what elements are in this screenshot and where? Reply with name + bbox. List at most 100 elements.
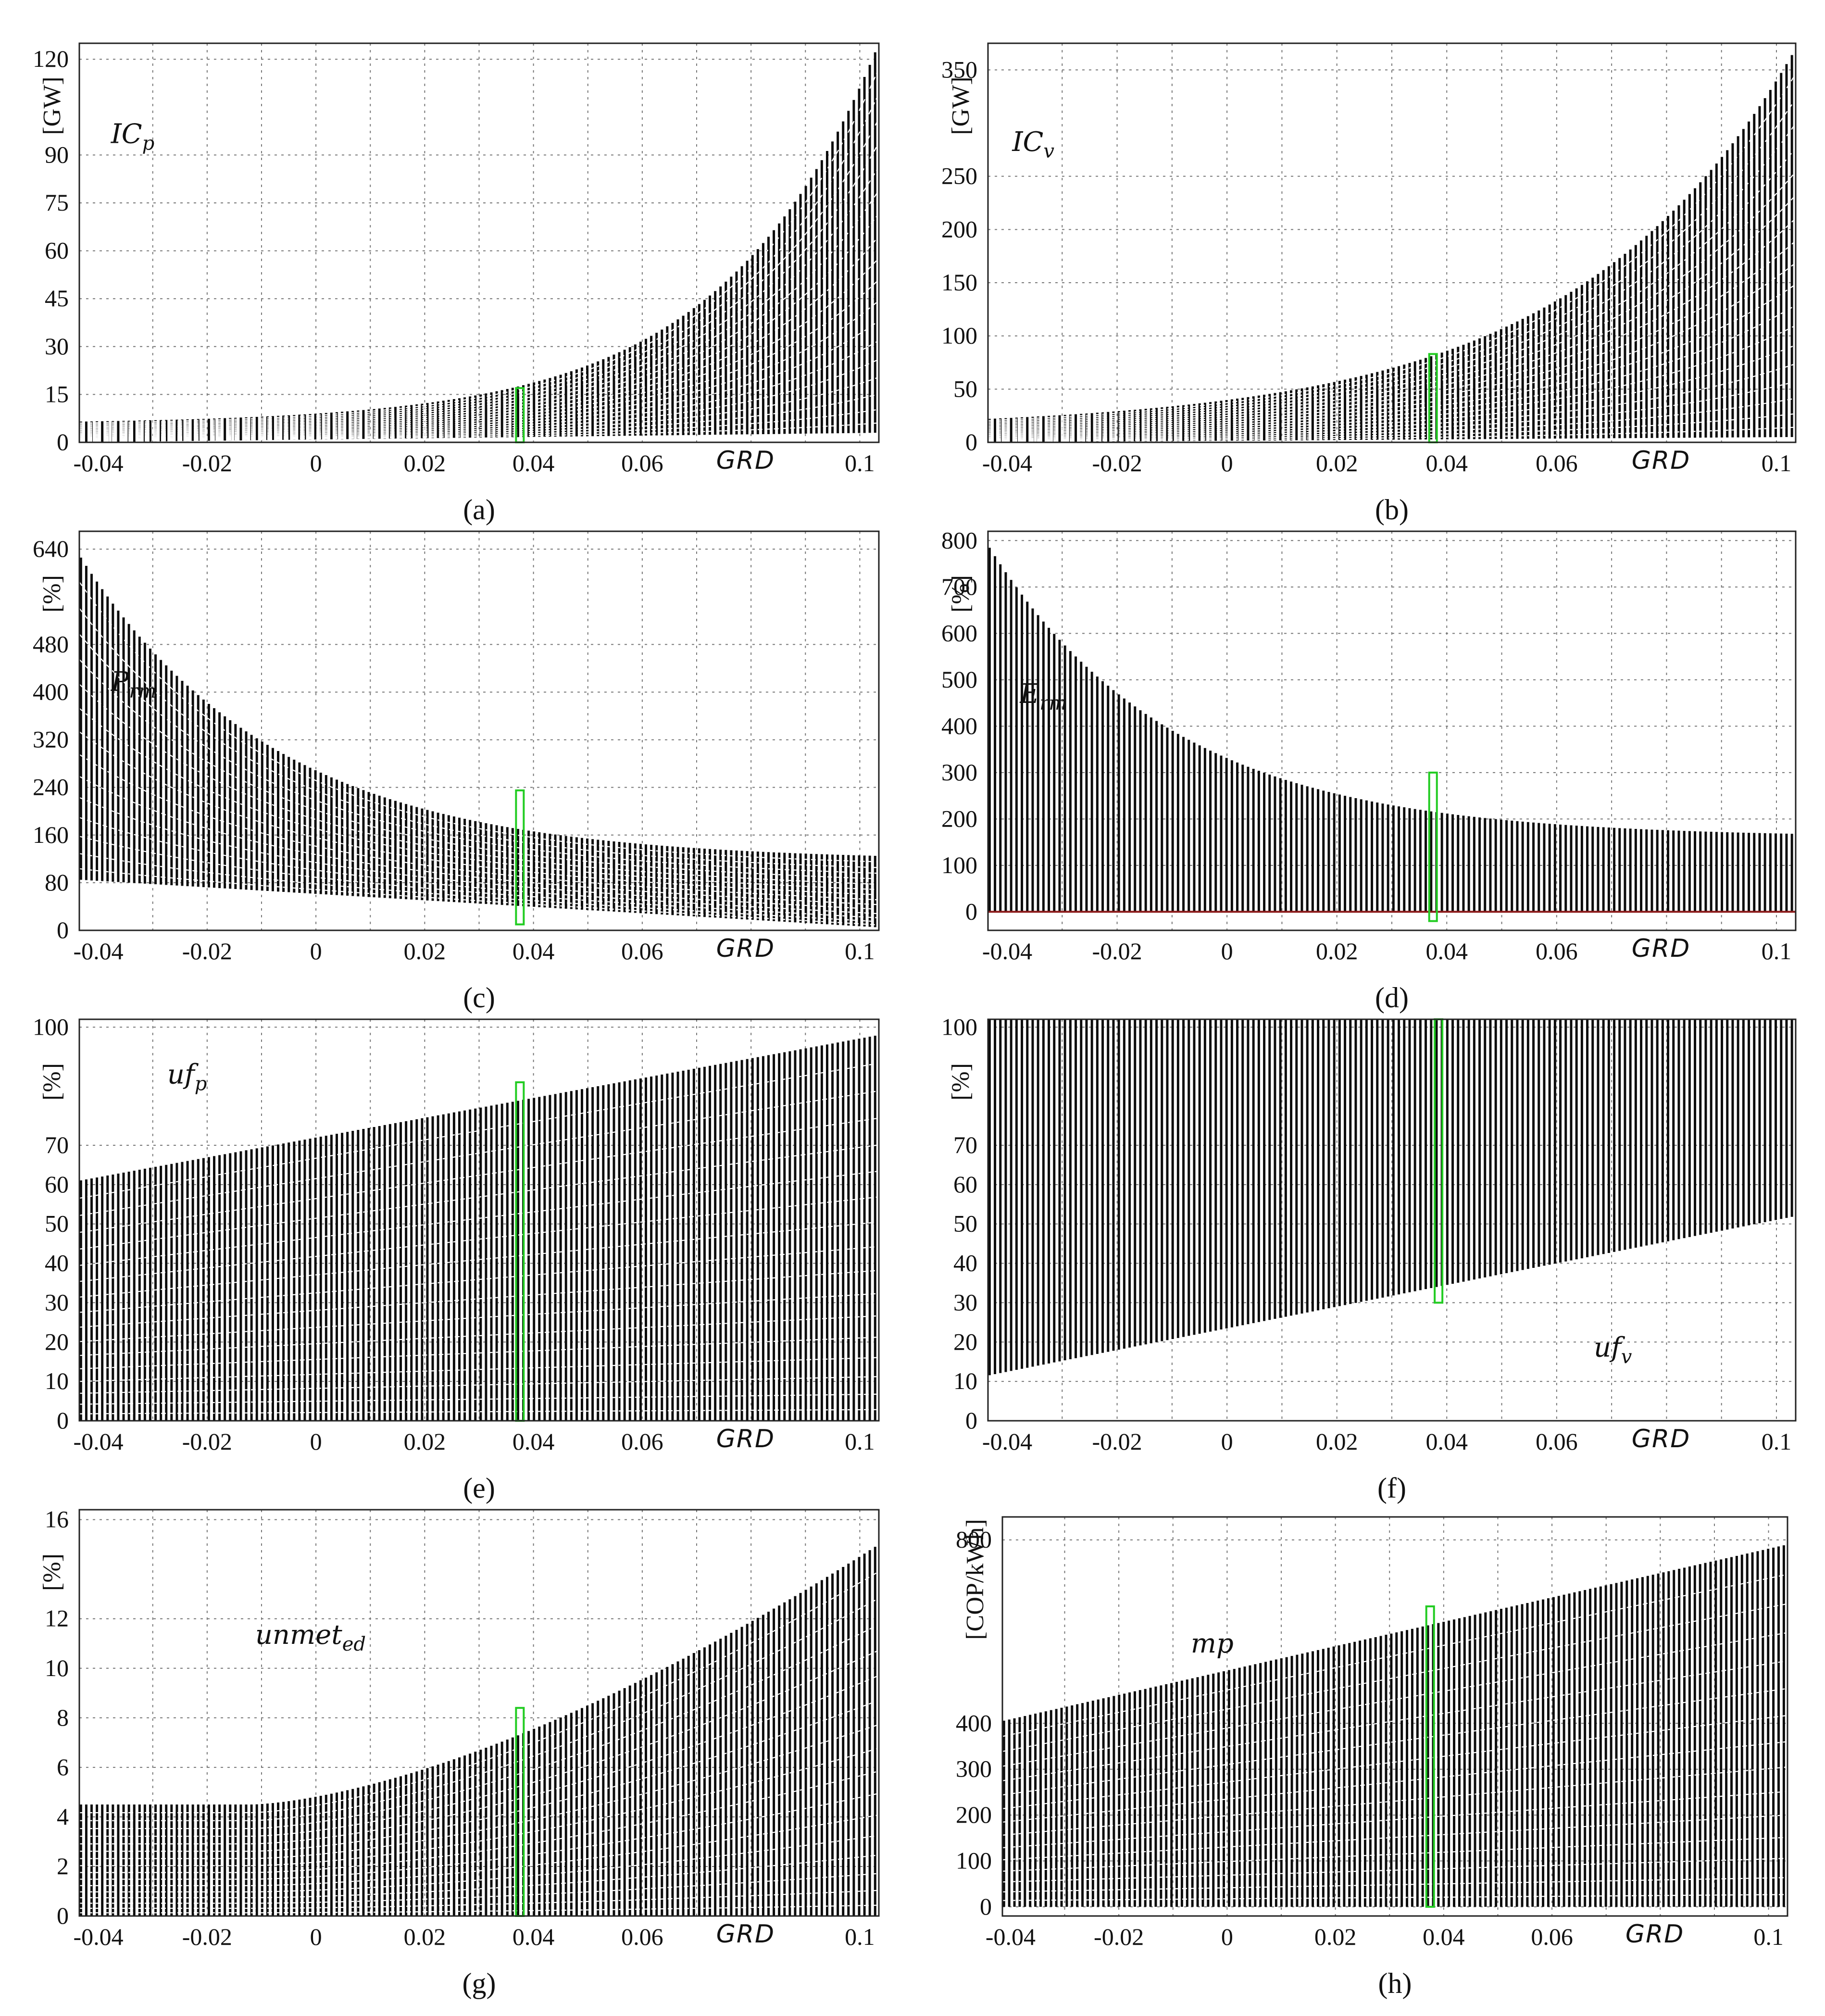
y-tick-labels-e: 0 10 20 30 40 50 60 70 100	[33, 1013, 69, 1434]
x-tick-label: -0.04	[986, 1923, 1036, 1950]
metric-label: ufv	[1594, 1332, 1632, 1368]
series-line	[988, 398, 1796, 441]
series-line	[988, 148, 1796, 426]
y-tick-label: 50	[953, 375, 977, 402]
metric-label: Erm	[1019, 678, 1067, 714]
series-line	[79, 1598, 879, 1821]
y-tick-label: 400	[941, 712, 977, 739]
series-line	[79, 1376, 879, 1394]
x-tick-label: 0.04	[1426, 938, 1468, 964]
y-tick-labels-g: 0 2 4 6 8 10 12 16	[45, 1506, 69, 1929]
series-line	[79, 1409, 879, 1415]
x-tick-label: 0.02	[404, 1923, 446, 1950]
x-tick-label: 0.06	[1536, 450, 1578, 476]
x-tick-label: 0.1	[845, 450, 875, 476]
bars-d	[988, 548, 1793, 912]
plot-frame	[1001, 1516, 1788, 1917]
y-axis-label: [%]	[38, 575, 66, 613]
y-tick-labels-d: 0 100 200 300 400 500 600 700 800	[941, 526, 977, 925]
x-tick-label: -0.02	[1094, 1923, 1144, 1950]
x-axis-label: GRD	[716, 934, 775, 963]
y-tick-label: 100	[956, 1847, 992, 1874]
highlight-box	[1425, 1605, 1435, 1908]
y-tick-label: 500	[941, 666, 977, 693]
x-tick-label: 0	[1221, 450, 1233, 476]
series-line	[988, 304, 1796, 435]
x-tick-label: -0.04	[74, 450, 124, 476]
series-line	[988, 413, 1796, 442]
y-axis-label: [%]	[38, 1063, 66, 1101]
series-line	[79, 1196, 879, 1282]
y-tick-label: 640	[33, 535, 69, 562]
series-line	[79, 659, 879, 879]
y-tick-label: 40	[45, 1250, 69, 1277]
panel-caption: (a)	[463, 494, 495, 526]
y-tick-label: 50	[45, 1210, 69, 1237]
series-line	[1002, 1858, 1788, 1883]
y-tick-label: 100	[941, 322, 977, 349]
y-tick-label: 30	[953, 1289, 977, 1315]
series-line	[79, 1315, 879, 1356]
x-tick-label: -0.02	[182, 1428, 232, 1455]
y-tick-label: 40	[953, 1250, 977, 1277]
y-tick-label: 700	[941, 573, 977, 600]
metric-label: ICv	[1012, 126, 1054, 163]
x-tick-label: -0.02	[182, 1923, 232, 1950]
series-line	[79, 1770, 879, 1873]
y-tick-label: 60	[45, 1171, 69, 1198]
y-tick-label: 8	[57, 1704, 69, 1731]
y-tick-labels-h: 0 100 200 300 400 800	[956, 1526, 992, 1920]
series-line	[1002, 1791, 1788, 1849]
series-line	[79, 1814, 879, 1886]
y-axis-label: [GW]	[38, 76, 66, 135]
plot-frame	[987, 42, 1797, 443]
series-line	[79, 320, 879, 437]
y-tick-label: 75	[45, 189, 69, 216]
series-line	[988, 363, 1796, 438]
y-tick-label: 10	[45, 1367, 69, 1394]
series-line	[988, 123, 1796, 424]
series-line	[79, 1854, 879, 1899]
series-line	[79, 300, 879, 436]
y-tick-label: 150	[941, 269, 977, 296]
bars-f	[988, 1019, 1793, 1376]
series-line	[79, 393, 879, 441]
x-axis-label: GRD	[1632, 446, 1690, 475]
grid-b	[988, 43, 1796, 442]
series-line	[1002, 1877, 1788, 1892]
series-line	[1002, 1814, 1788, 1861]
inner-lines-h	[1002, 1574, 1788, 1901]
series-line	[79, 634, 879, 874]
series-line	[79, 1793, 879, 1880]
series-line	[79, 1904, 879, 1914]
series-line	[79, 1890, 879, 1909]
x-tick-label: 0.1	[1762, 938, 1792, 964]
y-tick-label: 400	[956, 1709, 992, 1736]
series-line	[79, 236, 879, 433]
series-line	[79, 608, 879, 868]
series-line	[1002, 1632, 1788, 1767]
y-tick-label: 800	[956, 1526, 992, 1553]
y-tick-label: 70	[953, 1131, 977, 1158]
series-line	[79, 1170, 879, 1266]
x-tick-label: -0.04	[982, 938, 1032, 964]
x-tick-label: 0	[310, 1428, 322, 1455]
panel-caption: (h)	[1378, 1967, 1412, 1999]
series-line	[79, 118, 879, 426]
x-tick-labels-g: -0.04 -0.02 0 0.02 0.04 0.06 0.1	[74, 1923, 875, 1950]
x-tick-label: 0	[310, 450, 322, 476]
y-axis-label: [%]	[947, 1063, 975, 1101]
series-line	[988, 284, 1796, 434]
y-tick-label: 15	[45, 380, 69, 407]
bars-b	[988, 55, 1793, 442]
x-tick-label: -0.04	[74, 1923, 124, 1950]
y-tick-label: 0	[965, 1407, 977, 1434]
x-tick-label: -0.02	[1092, 938, 1142, 964]
x-axis-label: GRD	[1632, 934, 1690, 963]
panel-d: 0 100 200 300 400 500 600 700 800 -0.04 -0.02 0 0.02…	[941, 526, 1797, 1014]
panel-caption: (b)	[1375, 494, 1409, 526]
y-tick-label: 320	[33, 726, 69, 753]
x-tick-label: -0.02	[182, 450, 232, 476]
plot-frame	[78, 1509, 880, 1917]
